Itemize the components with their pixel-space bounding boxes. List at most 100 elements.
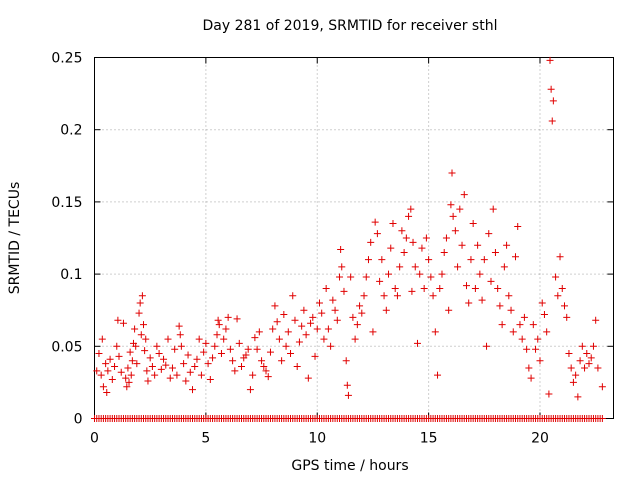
data-point [315,299,323,307]
data-point [141,347,149,355]
data-point [214,316,222,324]
y-tick-label: 0.1 [60,267,82,283]
data-point [385,270,393,278]
x-axis-label: GPS time / hours [291,458,408,474]
data-point [474,241,482,249]
y-tick-label: 0.2 [60,123,82,139]
data-point [209,354,217,362]
data-point [425,256,433,264]
data-point [114,316,122,324]
data-point [251,334,259,342]
data-point [351,335,359,343]
data-point [229,357,237,365]
data-point [447,201,455,209]
data-point [449,212,457,220]
data-point [587,354,595,362]
data-point [175,322,183,330]
data-point [260,363,268,371]
data-point [378,256,386,264]
data-point [393,292,401,300]
data-point [108,376,116,384]
data-point [581,364,589,372]
data-point [102,360,110,368]
x-tick-label: 5 [201,431,210,447]
data-point [220,335,228,343]
data-point [289,292,297,300]
data-point [480,256,488,264]
data-point [567,364,575,372]
data-point [193,355,201,363]
data-point [565,350,573,358]
data-point [122,374,130,382]
data-point [469,220,477,228]
data-point [197,371,205,379]
data-point [300,306,308,314]
data-point [304,374,312,382]
data-point [338,263,346,271]
data-point [278,357,286,365]
data-point [117,368,125,376]
data-point [583,350,591,358]
data-point [166,374,174,382]
data-point [186,368,194,376]
data-point [106,355,114,363]
data-point [327,342,335,350]
data-point [456,205,464,213]
data-point [407,205,415,213]
data-point [380,292,388,300]
data-point [324,325,332,333]
data-point [358,309,366,317]
data-point [164,335,172,343]
data-point [138,292,146,300]
data-point [427,273,435,281]
data-point [195,335,203,343]
data-point [558,285,566,293]
data-point [336,273,344,281]
data-point [347,273,355,281]
data-point [442,234,450,242]
data-point [483,342,491,350]
data-point [398,227,406,235]
data-point [135,309,143,317]
data-point [458,241,466,249]
data-point [266,348,274,356]
data-point [295,338,303,346]
data-point [284,328,292,336]
data-point [569,378,577,386]
data-point [478,296,486,304]
data-point [231,367,239,375]
data-point [534,335,542,343]
data-point [498,321,506,329]
data-point [540,311,548,319]
data-point [180,360,188,368]
data-point [242,351,250,359]
data-point [217,350,225,358]
data-point [460,191,468,199]
data-point [538,299,546,307]
data-point [246,386,254,394]
data-point [340,287,348,295]
data-point [560,302,568,310]
data-point [387,244,395,252]
data-point [532,345,540,353]
data-point [516,321,524,329]
data-point [552,273,560,281]
data-point [462,282,470,290]
data-point [313,325,321,333]
x-tick-label: 20 [531,431,549,447]
data-point [598,383,606,391]
data-point [598,415,606,422]
data-point [244,345,252,353]
data-point [507,306,515,314]
data-point [171,345,179,353]
data-point [131,325,139,333]
data-point [418,244,426,252]
data-point [126,348,134,356]
data-point [342,357,350,365]
data-point [318,309,326,317]
data-point [451,227,459,235]
data-point [128,357,136,365]
data-point [549,97,557,105]
data-point [413,339,421,347]
data-point [371,218,379,226]
